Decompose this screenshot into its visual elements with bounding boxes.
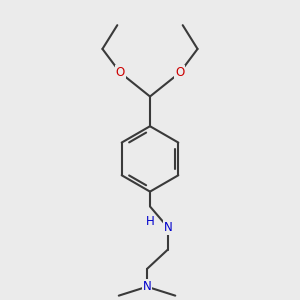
Text: O: O [175, 66, 184, 79]
Text: H: H [146, 215, 154, 228]
Text: O: O [116, 66, 125, 79]
Text: N: N [164, 221, 172, 234]
Text: N: N [143, 280, 152, 293]
